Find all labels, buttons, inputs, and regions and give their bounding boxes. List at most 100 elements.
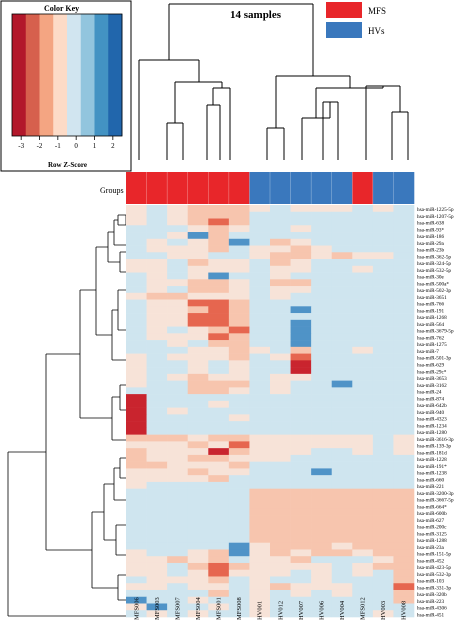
heatmap-cell — [167, 252, 189, 260]
heatmap-cell — [146, 596, 168, 604]
heatmap-cell — [187, 225, 209, 233]
heatmap-cell — [187, 373, 209, 381]
heatmap-cell — [311, 576, 333, 584]
legend-swatch-hvs — [326, 22, 362, 38]
row-label: hsa-miR-186 — [417, 234, 444, 240]
heatmap-cell — [372, 211, 394, 219]
heatmap-cell — [249, 549, 271, 557]
color-key-axis: -3 -2 -1 0 1 2 — [18, 136, 115, 150]
heatmap-cell — [126, 265, 147, 273]
heatmap-cell — [393, 603, 415, 611]
heatmap-cell — [228, 407, 250, 415]
heatmap-cell — [311, 205, 333, 213]
heatmap-cell — [372, 367, 394, 375]
heatmap-cell — [208, 448, 230, 456]
col-dendro-branch — [391, 111, 409, 160]
heatmap-cell — [167, 414, 189, 422]
column-label: MFS004 — [195, 596, 202, 620]
heatmap-cell — [208, 306, 230, 314]
heatmap-cell — [331, 326, 353, 334]
heatmap-cell — [393, 515, 415, 523]
heatmap-cell — [167, 502, 189, 510]
heatmap-cell — [290, 461, 312, 469]
heatmap-cell — [290, 259, 312, 267]
group-cell — [228, 172, 250, 204]
heatmap-cell — [249, 481, 271, 489]
heatmap-cell — [352, 340, 374, 348]
heatmap-cell — [270, 434, 291, 442]
heatmap-cell — [331, 427, 353, 435]
heatmap-cell — [187, 299, 209, 307]
row-label: hsa-miR-139-3p — [417, 444, 451, 450]
heatmap-cell — [270, 495, 291, 503]
heatmap-cell — [167, 529, 189, 537]
heatmap-cell — [249, 508, 271, 516]
heatmap-cell — [228, 596, 250, 604]
heatmap-cell — [187, 421, 209, 429]
heatmap-cell — [126, 589, 147, 598]
heatmap-cell — [146, 461, 168, 469]
heatmap-cell — [331, 319, 353, 327]
heatmap-cell — [393, 522, 415, 530]
heatmap-cell — [331, 353, 353, 361]
heatmap-cell — [126, 211, 147, 219]
heatmap-cell — [208, 610, 230, 618]
group-cell — [126, 172, 147, 204]
group-cell — [311, 172, 333, 204]
heatmap-cell — [393, 434, 415, 442]
heatmap-cell — [290, 454, 312, 462]
heatmap-cell — [208, 333, 230, 341]
row-label: hsa-miR-1288 — [417, 538, 447, 544]
row-dendro-branch — [117, 214, 127, 226]
heatmap-cell — [331, 306, 353, 314]
heatmap-cell — [372, 259, 394, 267]
heatmap-cell — [167, 346, 189, 354]
heatmap-cell — [208, 468, 230, 476]
heatmap-cell — [270, 549, 291, 557]
heatmap-cell — [228, 373, 250, 381]
row-label: hsa-miR-23b — [417, 248, 444, 254]
heatmap-cell — [372, 515, 394, 523]
heatmap-cell — [187, 353, 209, 361]
heatmap-cell — [331, 535, 353, 544]
heatmap-cell — [249, 326, 271, 334]
heatmap-cell — [311, 306, 333, 314]
col-dendro-branch — [365, 85, 401, 160]
heatmap-cell — [270, 306, 291, 314]
heatmap-cell — [187, 360, 209, 368]
heatmap-cell — [352, 306, 374, 314]
heatmap-cell — [290, 569, 312, 577]
heatmap-cell — [228, 367, 250, 375]
heatmap-cell — [311, 225, 333, 233]
heatmap-cell — [352, 353, 374, 361]
heatmap-cell — [331, 421, 353, 429]
heatmap-cell — [290, 211, 312, 219]
heatmap-cell — [393, 542, 415, 550]
heatmap-cell — [270, 326, 291, 334]
heatmap-cell — [187, 454, 209, 462]
heatmap-cell — [290, 583, 312, 591]
heatmap-cell — [167, 265, 189, 273]
heatmap-cell — [270, 394, 291, 402]
heatmap-cell — [187, 340, 209, 348]
heatmap-cell — [372, 569, 394, 577]
row-label: hsa-miR-4323 — [417, 417, 447, 423]
heatmap-cell — [372, 549, 394, 557]
heatmap-cell — [270, 373, 291, 381]
row-label: hsa-miR-3679-5p — [417, 329, 454, 335]
heatmap-cell — [126, 535, 147, 544]
heatmap-cell — [167, 259, 189, 267]
heatmap-cell — [126, 238, 147, 246]
heatmap-cell — [372, 502, 394, 510]
heatmap-cell — [352, 488, 374, 496]
heatmap-cell — [393, 333, 415, 341]
heatmap-cell — [126, 481, 147, 489]
heatmap-cell — [167, 495, 189, 503]
heatmap-cell — [393, 502, 415, 510]
heatmap-cell — [290, 502, 312, 510]
heatmap-cell — [290, 373, 312, 381]
heatmap-cell — [228, 475, 250, 483]
color-key-tick-label: -1 — [55, 142, 61, 150]
heatmap-cell — [372, 508, 394, 516]
heatmap-cell — [290, 508, 312, 516]
